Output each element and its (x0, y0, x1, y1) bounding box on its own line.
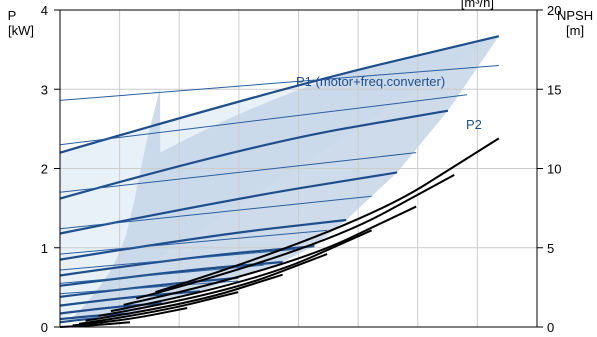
p1-curve-9 (59, 171, 398, 235)
p2-curve-6 (59, 152, 417, 193)
p2-curve-7 (59, 94, 468, 146)
y-right-tick-label: 20 (547, 3, 561, 18)
p2-series-label: P2 (466, 117, 482, 132)
header-label: [m³/h] (461, 0, 494, 10)
y-left-title-line1: P (8, 8, 17, 23)
npsh-curve-8 (136, 173, 455, 300)
p2-curve-1 (59, 280, 239, 295)
operating-range-bands (60, 36, 499, 323)
y-left-tick-label: 0 (41, 320, 48, 335)
y-right-tick-label: 5 (547, 241, 554, 256)
y-right-tick-label: 15 (547, 82, 561, 97)
y-left-title-line2: [kW] (8, 23, 34, 38)
y-right-ticks: 0 5 10 15 20 (537, 3, 561, 335)
npsh-curve-4 (85, 273, 283, 322)
p1-curve-6 (59, 260, 283, 287)
y-left-tick-label: 2 (41, 162, 48, 177)
y-right-tick-label: 10 (547, 162, 561, 177)
y-left-tick-label: 4 (41, 3, 48, 18)
npsh-curve-6 (110, 229, 373, 313)
y-left-ticks: 0 1 2 3 4 (41, 3, 60, 335)
npsh-curve-3 (78, 291, 239, 325)
p2-curve-5 (59, 195, 372, 230)
y-left-tick-label: 1 (41, 241, 48, 256)
y-left-tick-label: 3 (41, 82, 48, 97)
y-right-title-line2: [m] (566, 23, 584, 38)
dark-range-band (68, 36, 499, 320)
p1-curve-8 (59, 218, 347, 261)
grid-lines (60, 9, 537, 327)
p1-curve-10 (59, 109, 449, 200)
y-right-title-line1: NPSH (557, 8, 593, 23)
npsh-curve-7 (123, 205, 417, 306)
curves (59, 35, 500, 328)
p1-curve-1 (59, 317, 99, 324)
p2-curve-3 (59, 248, 296, 271)
npsh-curve-2 (72, 306, 188, 327)
npsh-curve-5 (97, 253, 328, 317)
npsh-curve-9 (155, 137, 500, 294)
p1-curve-11 (59, 35, 500, 154)
p2-curve-4 (59, 229, 328, 255)
p1-curve-4 (59, 290, 201, 307)
p2-curve-8 (59, 64, 499, 101)
p1-series-label: P1 (motor+freq.converter) (296, 74, 445, 89)
y-right-tick-label: 0 (547, 320, 554, 335)
